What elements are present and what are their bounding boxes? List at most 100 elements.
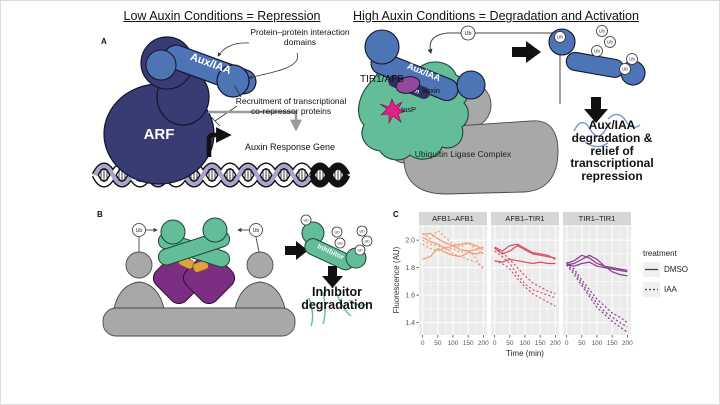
svg-text:Ub: Ub: [337, 240, 343, 245]
chart-facet: AFB1–TIR1 0 50 100 150 200: [491, 212, 561, 347]
svg-text:Ub: Ub: [253, 228, 260, 234]
chart-line-iaa: [494, 250, 556, 299]
ub-tag: Ub: [132, 223, 146, 237]
svg-text:150: 150: [463, 340, 474, 347]
ub-tag: Ub: [331, 226, 343, 238]
legend-title: treatment: [643, 249, 678, 258]
svg-text:Ub: Ub: [464, 31, 471, 37]
svg-text:200: 200: [622, 340, 633, 347]
auxin-molecules: [178, 256, 209, 273]
x-axis-label: Time (min): [506, 349, 544, 358]
svg-text:Ub: Ub: [357, 247, 363, 252]
y-axis-label: Fluorescence (AU): [392, 246, 401, 313]
panel-b-label: B: [97, 210, 103, 219]
ub-tag: Ub: [356, 225, 368, 237]
degradation-squiggles: [573, 113, 641, 148]
auxin-ligand: [395, 76, 421, 94]
transcription-start-arrow: [206, 127, 232, 157]
chart-legend: treatment DMSO IAA: [643, 249, 688, 297]
ub-connector-lines: [138, 227, 260, 253]
ub-tag: Ub: [361, 235, 373, 247]
panel-a-label: A: [101, 37, 107, 46]
panel-high-title: High Auxin Conditions = Degradation and …: [353, 9, 639, 23]
svg-text:50: 50: [578, 340, 586, 347]
chart-line-dmso: [422, 236, 484, 252]
auxin-label: auxin: [422, 86, 440, 95]
arrow-right-icon: [285, 241, 308, 260]
arf-label: ARF: [144, 126, 175, 143]
ub-tag: Ub: [554, 31, 566, 43]
aux-iaa-protein: Aux/IAA: [145, 44, 257, 98]
facet-title: AFB1–AFB1: [432, 214, 474, 223]
svg-text:150: 150: [607, 340, 618, 347]
chart-line-dmso: [494, 258, 556, 265]
svg-text:Ub: Ub: [629, 57, 635, 62]
svg-text:Ub: Ub: [359, 228, 365, 233]
svg-text:0: 0: [565, 340, 569, 347]
chart-line-iaa: [566, 263, 628, 328]
legend-item-label: IAA: [664, 285, 678, 294]
facet-title: TIR1–TIR1: [579, 214, 616, 223]
chart-line-iaa: [422, 229, 484, 255]
svg-text:150: 150: [535, 340, 546, 347]
high-auxin-outcome-text: Aux/IAA degradation & relief of transcri…: [570, 118, 654, 184]
degradation-squiggles: [308, 291, 368, 327]
svg-text:Ub: Ub: [557, 35, 563, 40]
svg-text:50: 50: [506, 340, 514, 347]
svg-text:1.4: 1.4: [405, 320, 415, 327]
svg-text:200: 200: [478, 340, 489, 347]
svg-text:Ub: Ub: [622, 67, 628, 72]
chart-line-dmso: [494, 244, 556, 259]
svg-text:Ub: Ub: [303, 217, 309, 222]
corepressor-callout: Recruitment of transcriptional co-repres…: [235, 96, 347, 116]
arrow-down-icon: [584, 97, 608, 123]
high-auxin-diagram: Aux/IAA Degron auxin InsP: [358, 25, 646, 195]
facet-title: AFB1–TIR1: [505, 214, 544, 223]
svg-text:1.6: 1.6: [405, 293, 415, 300]
chart-facet: AFB1–AFB1 0 50 100 150 200: [419, 212, 489, 347]
svg-text:0: 0: [421, 340, 425, 347]
chart-line-iaa: [566, 261, 628, 324]
gray-ligase-complexes: [102, 251, 296, 337]
corepressor-arrow: [208, 110, 302, 132]
panel-low-auxin: Aux/IAA ARF Low Auxin Conditions = Repre…: [91, 9, 353, 201]
ub-tag: Ub: [626, 53, 638, 65]
svg-text:Ub: Ub: [594, 49, 600, 54]
green-inhibitor-dimer: [157, 217, 231, 268]
ub-tag: Ub: [354, 244, 366, 256]
low-auxin-diagram: Aux/IAA ARF: [91, 36, 351, 188]
svg-text:1.8: 1.8: [405, 265, 415, 272]
arrow-right-icon: [512, 41, 541, 63]
panel-high-auxin: Aux/IAA Degron auxin InsP: [346, 9, 719, 201]
svg-text:0: 0: [493, 340, 497, 347]
tir1-afb-label: TIR1/AFB: [360, 74, 404, 85]
ub-tag: Ub: [300, 214, 312, 226]
svg-text:100: 100: [520, 340, 531, 347]
chart-line-dmso: [422, 247, 484, 260]
interaction-domains-callout: Protein–protein interaction domains: [250, 27, 350, 47]
svg-text:Ub: Ub: [136, 228, 143, 234]
arrow-down-icon: [322, 266, 343, 288]
ub-tag: Ub: [334, 237, 346, 249]
chart-line-dmso: [566, 254, 628, 271]
panel-c: Fluorescence (AU) 1.4 1.6 1.8 2.0 AFB1–AFB1 0 5…: [391, 204, 719, 369]
svg-text:Ub: Ub: [334, 229, 340, 234]
panel-b: Inhibitor Ub Ub Ub Ub Ub Ub Ub Ub B Inhibitor d…: [91, 206, 391, 351]
panel-c-label: C: [393, 210, 399, 219]
ub-tag: Ub: [591, 45, 603, 57]
svg-text:100: 100: [592, 340, 603, 347]
callout-lines: [209, 42, 298, 127]
insp-label: InsP: [401, 105, 416, 114]
chart-line-dmso: [494, 243, 556, 260]
ub-tag: Ub: [460, 25, 476, 41]
svg-text:200: 200: [550, 340, 561, 347]
fluorescence-chart: Fluorescence (AU) 1.4 1.6 1.8 2.0 AFB1–AFB1 0 5…: [392, 212, 688, 358]
ligase-complex-label: Ubiquitin Ligase Complex: [414, 149, 512, 159]
svg-text:50: 50: [434, 340, 442, 347]
ub-tag: Ub: [604, 36, 616, 48]
panel-a-title: Low Auxin Conditions = Repression: [123, 9, 321, 23]
insp-ligand: [379, 98, 408, 125]
chart-line-iaa: [566, 264, 628, 333]
